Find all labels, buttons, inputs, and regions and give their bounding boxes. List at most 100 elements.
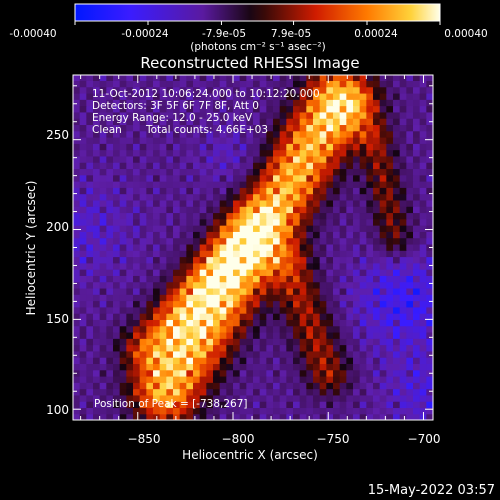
heatmap-cell [333,256,341,264]
heatmap-cell [319,92,327,100]
heatmap-cell [206,250,214,258]
heatmap-cell [326,174,334,182]
heatmap-cell [153,281,161,289]
heatmap-cell [386,363,394,371]
heatmap-cell [373,313,381,320]
heatmap-cell [219,262,227,270]
heatmap-cell [99,143,107,151]
heatmap-cell [73,130,81,138]
heatmap-cell [319,162,327,170]
heatmap-cell [293,313,301,320]
heatmap-cell [426,269,433,276]
heatmap-cell [126,319,134,327]
heatmap-cell [313,225,321,232]
heatmap-cell [393,256,401,264]
heatmap-cell [313,394,321,402]
heatmap-cell [239,269,247,276]
heatmap-cell [306,344,314,352]
heatmap-cell [379,363,387,371]
heatmap-cell [173,75,181,81]
heatmap-cell [366,325,374,333]
heatmap-cell [379,394,387,402]
heatmap-cell [119,262,127,270]
heatmap-cell [213,413,221,420]
heatmap-cell [353,262,361,270]
heatmap-cell [413,155,421,163]
heatmap-cell [406,338,414,346]
heatmap-cell [419,225,427,232]
heatmap-cell [299,124,307,132]
heatmap-cell [139,325,147,333]
heatmap-cell [233,407,241,415]
heatmap-cell [253,143,261,151]
heatmap-cell [299,225,307,232]
heatmap-cell [353,250,361,258]
heatmap-cell [273,174,281,182]
heatmap-cell [233,92,241,100]
heatmap-cell [199,287,207,295]
heatmap-cell [386,162,394,170]
heatmap-cell [266,262,274,270]
heatmap-cell [133,174,141,182]
heatmap-cell [99,382,107,390]
heatmap-cell [306,118,314,126]
heatmap-cell [426,319,433,327]
heatmap-cell [93,174,101,182]
heatmap-cell [259,294,267,302]
heatmap-cell [406,269,414,276]
heatmap-cell [193,212,201,220]
heatmap-cell [319,181,327,188]
heatmap-cell [339,143,347,151]
heatmap-cell [313,350,321,358]
heatmap-cell [273,350,281,358]
heatmap-cell [239,187,247,195]
heatmap-cell [133,319,141,327]
heatmap-cell [313,149,321,157]
heatmap-cell [213,313,221,320]
heatmap-cell [219,325,227,333]
heatmap-cell [286,401,294,409]
heatmap-cell [399,124,407,132]
heatmap-cell [219,199,227,207]
heatmap-cell [233,256,241,264]
heatmap-cell [93,331,101,339]
heatmap-cell [366,313,374,320]
heatmap-cell [106,375,114,383]
heatmap-cell [413,206,421,214]
heatmap-cell [119,199,127,207]
heatmap-cell [386,136,394,144]
heatmap-cell [113,174,121,182]
heatmap-cell [293,136,301,144]
heatmap-cell [373,237,381,245]
heatmap-cell [339,325,347,333]
heatmap-cell [313,143,321,151]
heatmap-cell [413,375,421,383]
heatmap-cell [406,218,414,226]
colorbar-unit-label: (photons cm⁻² s⁻¹ asec⁻²) [190,41,325,53]
heatmap-cell [73,149,81,157]
heatmap-cell [326,401,334,409]
heatmap-cell [119,382,127,390]
heatmap-cell [153,275,161,283]
heatmap-cell [313,250,321,258]
heatmap-cell [279,363,287,371]
heatmap-cell [79,382,87,390]
heatmap-cell [73,325,81,333]
heatmap-cell [226,357,234,364]
heatmap-cell [293,162,301,170]
heatmap-cell [319,338,327,346]
heatmap-cell [373,413,381,420]
heatmap-cell [119,401,127,409]
heatmap-cell [346,382,354,390]
heatmap-cell [273,313,281,320]
heatmap-cell [393,401,401,409]
heatmap-cell [273,206,281,214]
heatmap-cell [273,338,281,346]
heatmap-cell [346,111,354,119]
heatmap-cell [333,149,341,157]
heatmap-cell [386,75,394,81]
heatmap-cell [326,155,334,163]
heatmap-cell [93,86,101,94]
heatmap-cell [379,206,387,214]
heatmap-cell [393,124,401,132]
